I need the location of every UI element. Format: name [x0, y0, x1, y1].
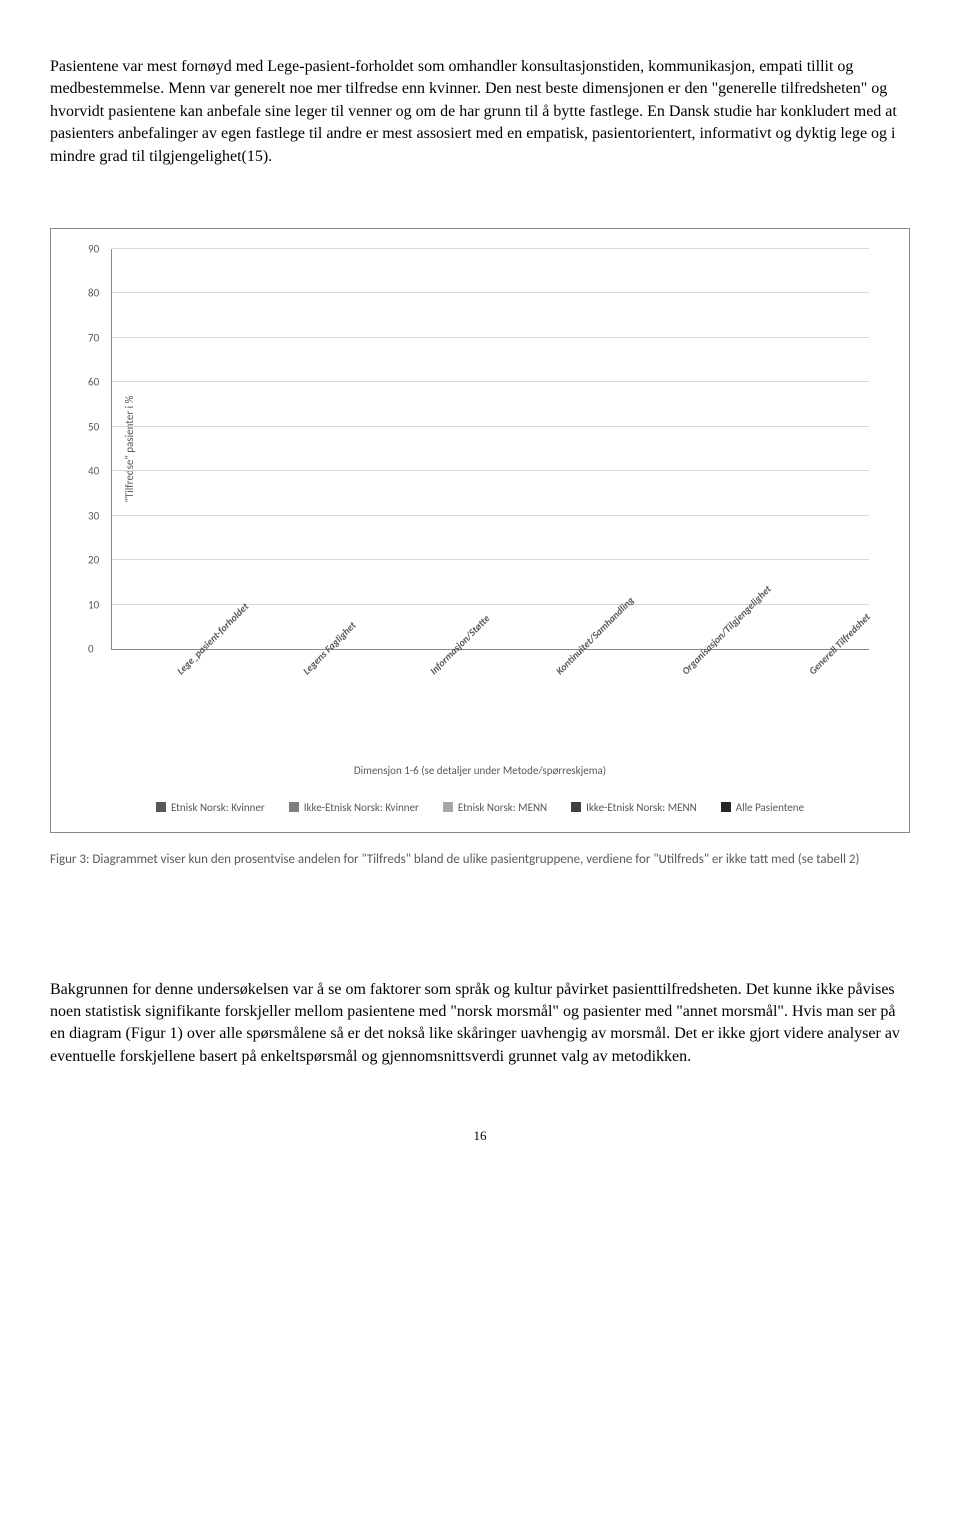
- x-axis-labels: Lege_pasient-forholdet Legens Faglighet In…: [111, 650, 869, 760]
- legend-label: Alle Pasientene: [736, 801, 804, 814]
- bars-container: [112, 249, 869, 649]
- legend-item: Alle Pasientene: [721, 801, 804, 814]
- y-tick-label: 10: [88, 598, 99, 611]
- legend-swatch: [721, 802, 731, 812]
- legend-swatch: [571, 802, 581, 812]
- legend-label: Etnisk Norsk: Kvinner: [171, 801, 265, 814]
- x-tick-label: Lege_pasient-forholdet: [174, 668, 252, 746]
- legend-item: Etnisk Norsk: Kvinner: [156, 801, 265, 814]
- legend-swatch: [443, 802, 453, 812]
- x-tick-label: Kontinuitet/Samhandling: [553, 668, 631, 746]
- legend-label: Ikke-Etnisk Norsk: MENN: [586, 801, 697, 814]
- y-tick-label: 70: [88, 331, 99, 344]
- legend-swatch: [289, 802, 299, 812]
- legend-label: Etnisk Norsk: MENN: [458, 801, 547, 814]
- y-tick-label: 30: [88, 509, 99, 522]
- x-tick-label: Legens Faglighet: [300, 668, 378, 746]
- y-tick-label: 80: [88, 287, 99, 300]
- legend-item: Etnisk Norsk: MENN: [443, 801, 547, 814]
- y-tick-label: 40: [88, 465, 99, 478]
- x-tick-label: Organisasjon/Tilgjengelighet: [679, 668, 757, 746]
- y-tick-label: 60: [88, 376, 99, 389]
- legend-item: Ikke-Etnisk Norsk: Kvinner: [289, 801, 419, 814]
- legend-item: Ikke-Etnisk Norsk: MENN: [571, 801, 697, 814]
- x-tick-label: Informasjon/Støtte: [427, 668, 505, 746]
- chart-legend: Etnisk Norsk: Kvinner Ikke-Etnisk Norsk: …: [71, 793, 889, 822]
- body-paragraph-2: Bakgrunnen for denne undersøkelsen var å…: [50, 979, 910, 1069]
- chart-container: "Tilfredse" pasienter i % 01020304050607…: [50, 228, 910, 833]
- figure-caption: Figur 3: Diagrammet viser kun den prosen…: [50, 851, 910, 869]
- y-tick-label: 90: [88, 242, 99, 255]
- legend-label: Ikke-Etnisk Norsk: Kvinner: [304, 801, 419, 814]
- y-tick-label: 50: [88, 420, 99, 433]
- y-tick-label: 0: [88, 642, 94, 655]
- legend-swatch: [156, 802, 166, 812]
- x-axis-title: Dimensjon 1-6 (se detaljer under Metode/…: [71, 764, 889, 777]
- x-tick-label: Generell Tilfredshet: [806, 668, 884, 746]
- body-paragraph-1: Pasientene var mest fornøyd med Lege-pas…: [50, 56, 910, 168]
- page-number: 16: [50, 1128, 910, 1144]
- y-tick-label: 20: [88, 554, 99, 567]
